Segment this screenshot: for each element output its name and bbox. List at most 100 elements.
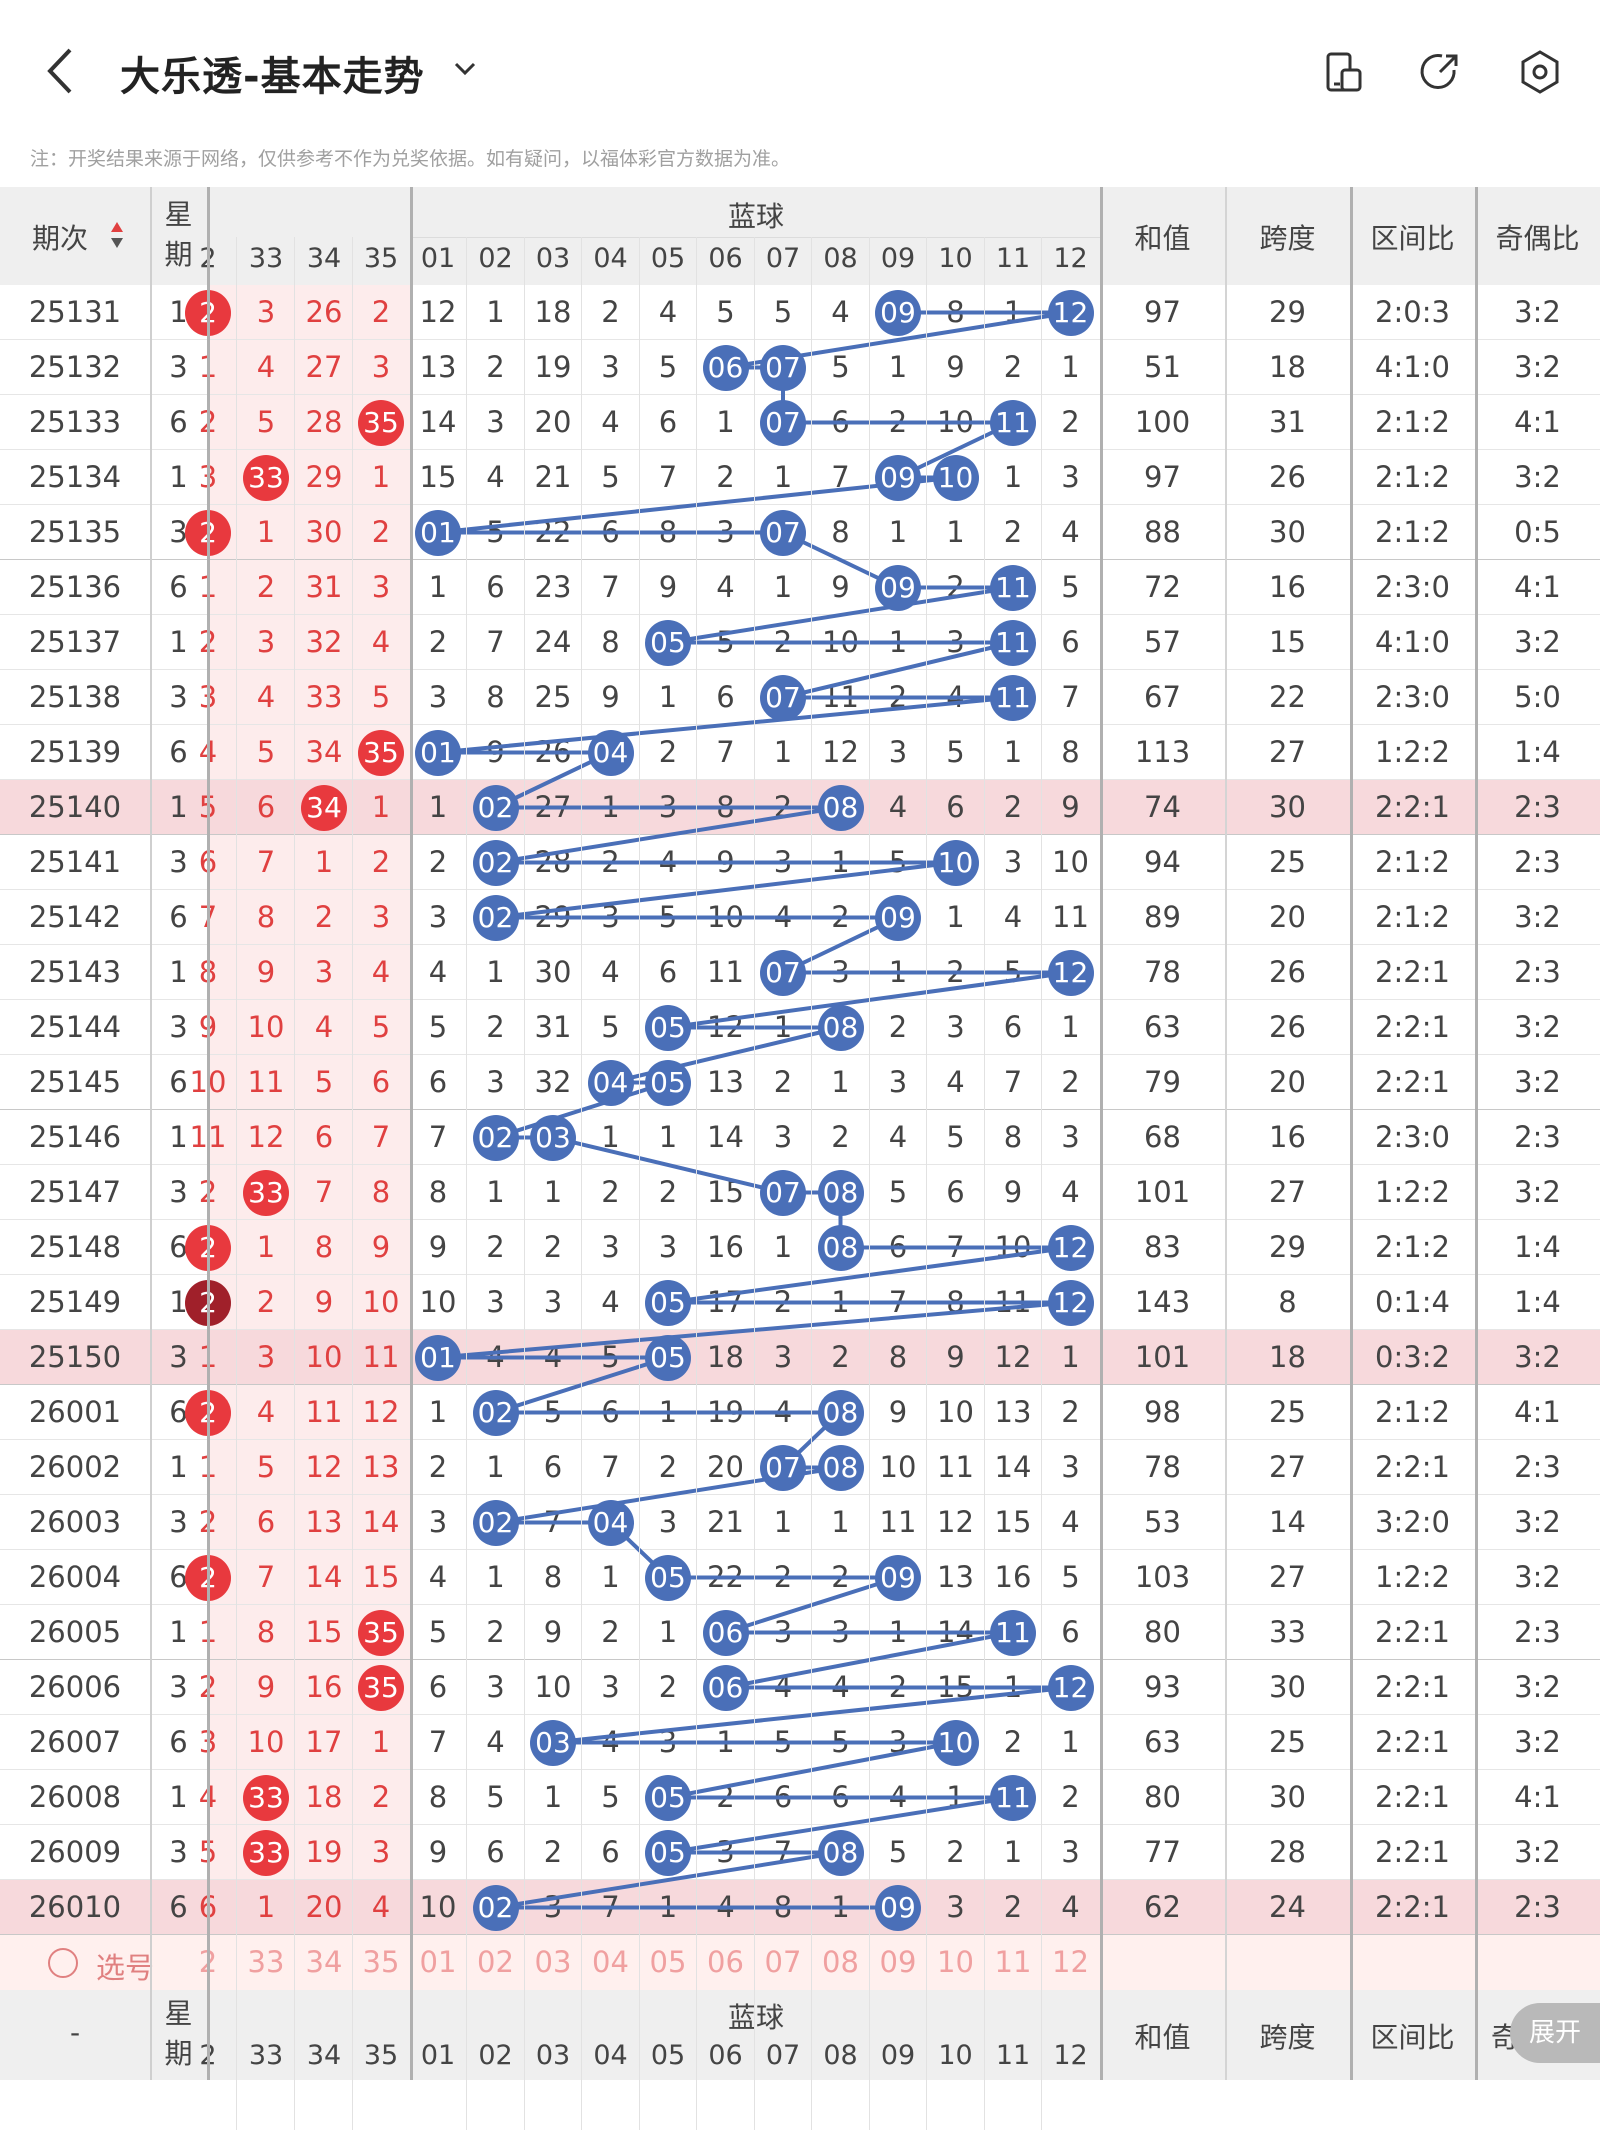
select-blue-col[interactable]: 05 xyxy=(640,1945,696,1979)
blue-ball: 09 xyxy=(875,565,921,611)
select-red-col[interactable]: 33 xyxy=(238,1945,294,1979)
blue-ball: 08 xyxy=(818,1830,864,1876)
footer-red-col: 34 xyxy=(296,2040,352,2071)
blue-ball: 09 xyxy=(875,1885,921,1931)
blue-ball: 09 xyxy=(875,290,921,336)
column-divider xyxy=(294,237,295,2130)
select-blue-col[interactable]: 09 xyxy=(870,1945,926,1979)
column-divider xyxy=(150,187,152,2080)
blue-ball: 11 xyxy=(990,565,1036,611)
footer-sum: 和值 xyxy=(1100,2016,1225,2056)
blue-ball: 11 xyxy=(990,620,1036,666)
column-divider xyxy=(696,237,697,2130)
blue-trend-lines xyxy=(0,187,1600,2081)
blue-ball: 07 xyxy=(760,675,806,721)
footer-blue-col: 09 xyxy=(870,2040,926,2071)
back-arrow-icon[interactable] xyxy=(40,46,84,96)
select-radio-icon[interactable] xyxy=(48,1948,78,1978)
blue-ball: 03 xyxy=(530,1720,576,1766)
blue-ball: 08 xyxy=(818,1390,864,1436)
blue-ball: 12 xyxy=(1048,1280,1094,1326)
footer-blue-col: 02 xyxy=(468,2040,524,2071)
expand-button[interactable]: 展开 xyxy=(1510,2003,1600,2063)
blue-ball: 05 xyxy=(645,1060,691,1106)
select-blue-col[interactable]: 12 xyxy=(1043,1945,1099,1979)
select-blue-col[interactable]: 01 xyxy=(410,1945,466,1979)
column-divider xyxy=(1475,187,1478,2080)
footer-blue-col: 05 xyxy=(640,2040,696,2071)
column-divider xyxy=(236,237,237,2130)
footer-blue-title: 蓝球 xyxy=(412,1996,1100,2036)
select-blue-col[interactable]: 03 xyxy=(525,1945,581,1979)
select-blue-col[interactable]: 06 xyxy=(698,1945,754,1979)
blue-ball: 03 xyxy=(530,1115,576,1161)
blue-ball: 12 xyxy=(1048,290,1094,336)
blue-ball: 05 xyxy=(645,1830,691,1876)
blue-ball: 07 xyxy=(760,1445,806,1491)
blue-ball: 08 xyxy=(818,785,864,831)
blue-ball: 11 xyxy=(990,675,1036,721)
column-divider xyxy=(869,237,870,2130)
column-divider xyxy=(754,237,755,2130)
footer-zone: 区间比 xyxy=(1350,2016,1475,2056)
blue-ball: 06 xyxy=(703,1610,749,1656)
blue-ball: 02 xyxy=(473,1390,519,1436)
blue-ball: 07 xyxy=(760,950,806,996)
blue-ball: 07 xyxy=(760,400,806,446)
blue-ball: 10 xyxy=(933,1720,979,1766)
select-red-col[interactable]: 34 xyxy=(296,1945,352,1979)
blue-ball: 02 xyxy=(473,840,519,886)
blue-ball: 12 xyxy=(1048,950,1094,996)
device-switch-icon[interactable] xyxy=(1320,48,1368,96)
blue-ball: 09 xyxy=(875,1555,921,1601)
blue-ball: 01 xyxy=(415,730,461,776)
select-blue-col[interactable]: 08 xyxy=(813,1945,869,1979)
select-red-col[interactable]: 35 xyxy=(353,1945,409,1979)
page-title[interactable]: 大乐透-基本走势 xyxy=(120,44,425,102)
blue-ball: 09 xyxy=(875,895,921,941)
blue-ball: 05 xyxy=(645,1775,691,1821)
footer-blue-col: 01 xyxy=(410,2040,466,2071)
footer-blue-col: 03 xyxy=(525,2040,581,2071)
footer-blue-col: 06 xyxy=(698,2040,754,2071)
blue-ball: 04 xyxy=(588,1500,634,1546)
column-divider xyxy=(1041,237,1042,2130)
footer-blue-col: 08 xyxy=(813,2040,869,2071)
disclaimer-note: 注：开奖结果来源于网络，仅供参考不作为兑奖依据。如有疑问，以福体彩官方数据为准。 xyxy=(30,144,790,171)
chevron-down-icon[interactable] xyxy=(450,54,480,84)
settings-icon[interactable] xyxy=(1516,48,1564,96)
column-divider xyxy=(207,187,210,2080)
column-divider xyxy=(410,187,413,2080)
blue-ball: 08 xyxy=(818,1170,864,1216)
blue-ball: 11 xyxy=(990,400,1036,446)
footer-blue-col: 11 xyxy=(985,2040,1041,2071)
footer-span: 跨度 xyxy=(1225,2016,1350,2056)
blue-ball: 05 xyxy=(645,620,691,666)
column-divider xyxy=(1100,187,1103,2080)
blue-ball: 02 xyxy=(473,1115,519,1161)
blue-ball: 05 xyxy=(645,1555,691,1601)
select-label[interactable]: 选号 xyxy=(96,1945,166,1987)
select-blue-col[interactable]: 10 xyxy=(928,1945,984,1979)
blue-ball: 04 xyxy=(588,730,634,776)
footer-red-col: 33 xyxy=(238,2040,294,2071)
blue-ball: 07 xyxy=(760,345,806,391)
footer-blue-col: 07 xyxy=(755,2040,811,2071)
select-blue-col[interactable]: 11 xyxy=(985,1945,1041,1979)
select-blue-col[interactable]: 07 xyxy=(755,1945,811,1979)
select-blue-col[interactable]: 04 xyxy=(583,1945,639,1979)
column-divider xyxy=(984,237,985,2130)
blue-ball: 05 xyxy=(645,1280,691,1326)
blue-ball: 07 xyxy=(760,1170,806,1216)
trend-table: 期次星 期蓝球和值跨度区间比奇偶比23334350102030405060708… xyxy=(0,187,1600,2081)
select-blue-col[interactable]: 02 xyxy=(468,1945,524,1979)
blue-ball: 08 xyxy=(818,1005,864,1051)
footer-blue-col: 12 xyxy=(1043,2040,1099,2071)
app-header: 大乐透-基本走势 xyxy=(0,0,1600,140)
blue-ball: 02 xyxy=(473,785,519,831)
footer-red-col: 35 xyxy=(353,2040,409,2071)
blue-ball: 01 xyxy=(415,510,461,556)
blue-ball: 12 xyxy=(1048,1225,1094,1271)
share-icon[interactable] xyxy=(1416,48,1464,96)
column-divider xyxy=(581,237,582,2130)
